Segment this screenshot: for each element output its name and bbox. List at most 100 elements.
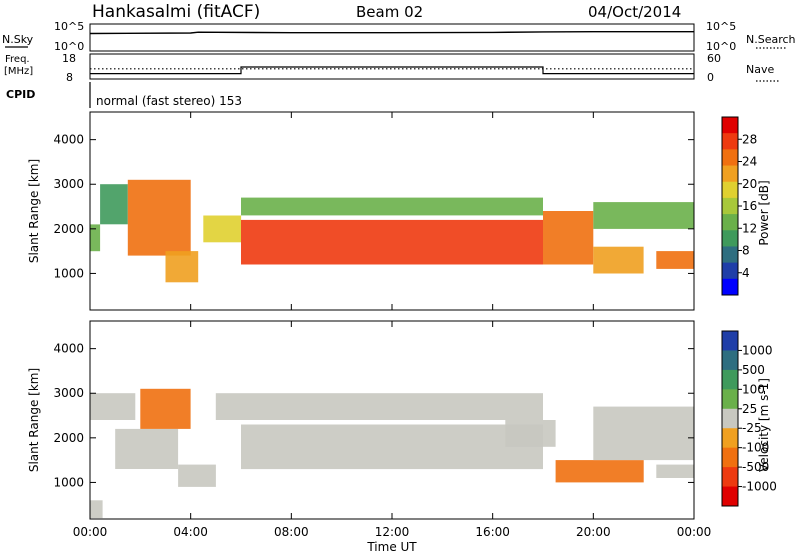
noise-left-tick-bottom: 10^0 [54,40,84,53]
velocity-colorbar: 1000 500 100 25 -25 -100 -500 -1000 [721,330,777,507]
noise-sky-series [89,31,694,35]
power-colorbar-tick-label: 12 [742,221,757,235]
power-region [543,211,594,265]
velocity-ylabel: Slant Range [km] [27,368,41,472]
power-colorbar-tick-label: 4 [742,266,750,280]
velocity-colorbar-tick-label: -25 [742,421,762,435]
velocity-region [215,393,544,420]
power-colorbar-tick-label: 20 [742,177,757,191]
power-colorbar: 28 24 20 16 12 8 4 [721,116,757,296]
power-region [593,202,694,229]
velocity-colorbar-frame [721,330,739,507]
x-axis-ticks: 00:00 04:00 08:00 12:00 16:00 20:00 00:00 [73,112,712,539]
velocity-region [90,500,103,519]
velocity-colorbar-swatch [722,369,738,390]
velocity-colorbar-swatch [722,486,738,507]
power-colorbar-swatch [722,278,738,296]
x-tick-label: 16:00 [475,525,510,539]
power-heatmap [90,179,695,283]
velocity-colorbar-tick-label: -500 [742,460,769,474]
x-tick-label: 12:00 [375,525,410,539]
velocity-colorbar-swatch [722,408,738,429]
velocity-region [90,393,136,420]
freq-left-tick-top: 18 [62,52,76,65]
freq-right-tick-top: 60 [707,52,721,65]
velocity-colorbar-tick-label: -100 [742,441,769,455]
power-yticks: 4000 3000 2000 1000 [53,133,694,280]
x-tick-label: 08:00 [274,525,309,539]
velocity-region [656,464,695,478]
velocity-y-tick-label: 2000 [53,431,84,445]
velocity-colorbar-swatch [722,350,738,371]
velocity-y-tick-label: 4000 [53,342,84,356]
power-region [127,179,191,256]
noise-left-label: N.Sky [2,33,34,46]
power-colorbar-swatch [722,133,738,150]
power-region [656,251,695,269]
power-region [90,224,101,252]
nave-label: Nave [746,63,774,76]
freq-right-tick-bottom: 0 [707,71,714,84]
velocity-y-tick-label: 3000 [53,386,84,400]
power-y-tick-label: 2000 [53,222,84,236]
power-colorbar-swatch [722,117,738,134]
velocity-colorbar-swatch [722,428,738,449]
velocity-colorbar-tick-label: 100 [742,382,765,396]
freq-label-2: [MHz] [4,66,33,77]
noise-right-tick-bottom: 10^0 [706,40,736,53]
power-colorbar-swatch [722,262,738,280]
freq-panel-frame [89,53,695,80]
noise-panel-frame [89,23,695,52]
power-colorbar-swatch [722,165,738,183]
velocity-colorbar-tick-label: 500 [742,363,765,377]
velocity-colorbar-swatch [722,389,738,410]
velocity-heatmap [90,388,695,519]
power-colorbar-swatch [722,214,738,231]
velocity-region [178,464,216,487]
x-axis-label: Time UT [366,540,417,554]
velocity-colorbar-label: Velocity [m s-1] [757,378,771,472]
velocity-colorbar-tick-label: 25 [742,402,757,416]
velocity-y-tick-label: 1000 [53,475,84,489]
velocity-colorbar-swatch [722,447,738,468]
power-colorbar-tick-label: 8 [742,244,750,258]
freq-left-tick-bottom: 8 [66,71,73,84]
power-colorbar-swatch [722,246,738,264]
x-tick-label: 00:00 [677,525,712,539]
power-colorbar-label: Power [dB] [757,180,771,245]
power-colorbar-swatch [722,149,738,167]
velocity-yticks: 4000 3000 2000 1000 [53,342,694,489]
x-tick-label: 00:00 [73,525,108,539]
power-region [593,246,644,274]
beam-title: Beam 02 [356,3,423,21]
noise-right-tick-top: 10^5 [706,20,736,33]
x-tick-label: 04:00 [173,525,208,539]
power-colorbar-swatch [722,197,738,215]
power-region [100,184,128,225]
power-colorbar-swatch [722,181,738,199]
power-y-tick-label: 3000 [53,177,84,191]
freq-label-1: Freq. [5,54,30,65]
power-y-tick-label: 1000 [53,266,84,280]
velocity-region [115,428,179,469]
velocity-colorbar-swatch [722,467,738,488]
velocity-colorbar-tick-label: -1000 [742,480,777,494]
velocity-colorbar-tick-label: 1000 [742,343,773,357]
power-region [165,251,199,283]
cpid-text: normal (fast stereo) 153 [96,94,242,108]
power-colorbar-tick-label: 16 [742,199,757,213]
power-region [241,219,543,265]
power-colorbar-tick-label: 24 [742,155,757,169]
power-region [203,215,242,243]
velocity-colorbar-swatch [722,331,738,351]
power-colorbar-swatch [722,230,738,247]
velocity-region [241,424,543,470]
power-ylabel: Slant Range [km] [27,159,41,263]
velocity-region [140,388,191,429]
velocity-region [555,460,644,483]
noise-right-label: N.Search [746,33,796,46]
cpid-label: CPID [6,88,35,101]
velocity-region [593,406,694,461]
power-y-tick-label: 4000 [53,133,84,147]
